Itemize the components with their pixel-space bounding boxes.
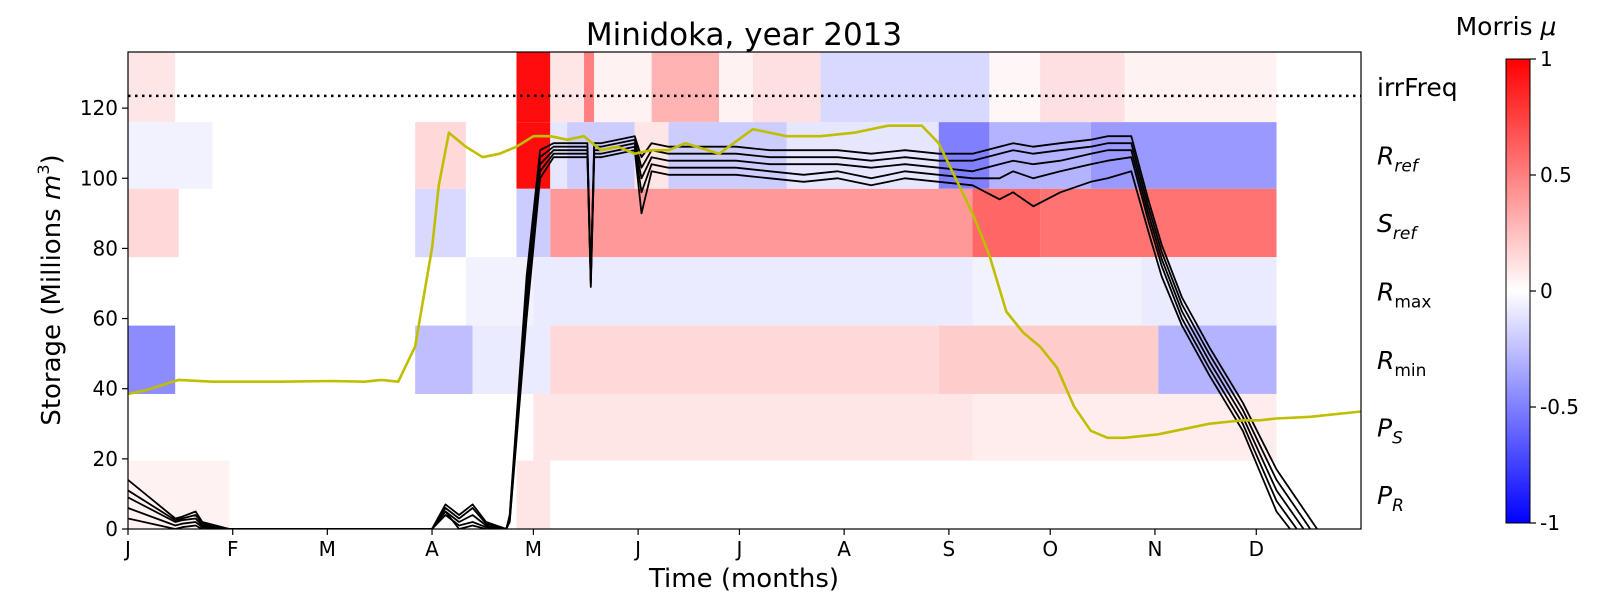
heatmap-cell-Rref	[989, 122, 1091, 189]
x-tick-label: F	[227, 537, 239, 561]
x-tick-label: A	[837, 537, 851, 561]
heatmap-cell-Rmax	[972, 257, 1142, 326]
heatmap-cell-Sref	[128, 188, 179, 258]
simulated-storage-line-2	[128, 145, 1298, 529]
colorbar-title-symbol: μ	[1540, 12, 1557, 41]
heatmap-cell-irrFreq	[651, 52, 720, 123]
y-axis-ticks: 0 20 40 60 80 100 120	[80, 96, 128, 541]
heatmap-cell-Rmin	[175, 325, 416, 394]
heatmap-cell-Rmin	[472, 325, 551, 394]
heatmap-cell-irrFreq	[175, 52, 517, 123]
heatmap-cell-Rref	[1090, 122, 1277, 189]
heatmap-cell-Rref	[516, 122, 551, 189]
heatmap-cell-Rmin	[415, 325, 473, 394]
heatmap-cell-irrFreq	[719, 52, 753, 123]
heatmap-cell-PS	[972, 393, 1277, 461]
heatmap-cell-irrFreq	[820, 52, 990, 123]
colorbar-title-text: Morris	[1456, 12, 1541, 41]
heatmap-cell-Rref	[786, 122, 939, 189]
param-label-PS: PS	[1377, 413, 1403, 448]
x-tick-label: M	[319, 537, 336, 561]
y-axis-label-sup: 3	[34, 164, 53, 174]
x-tick-label: S	[943, 537, 956, 561]
heatmap-cell-Sref	[550, 188, 973, 258]
simulated-storage-line-3	[128, 142, 1305, 529]
simulated-storage-line-4	[128, 138, 1312, 529]
y-axis-label: Storage (Millions m3)	[34, 154, 67, 425]
colorbar-ticks: 1 0.5 0 -0.5 -1	[1530, 47, 1579, 535]
colorbar	[1505, 58, 1531, 524]
x-tick-label: N	[1147, 537, 1162, 561]
observed-storage-trace	[128, 124, 1361, 440]
x-tick-label: J	[734, 537, 742, 561]
heatmap-cell-irrFreq	[128, 52, 176, 123]
heatmap-cell-Rref	[567, 122, 635, 189]
heatmap-cell-Rmax	[465, 257, 534, 326]
heatmap-cell-PS	[533, 393, 973, 461]
colorbar-tick-label: -0.5	[1540, 395, 1579, 419]
heatmap-cell-irrFreq	[1124, 52, 1277, 123]
x-axis-label: Time (months)	[648, 564, 839, 594]
x-tick-label: D	[1249, 537, 1264, 561]
heatmap-cell-Rmax	[533, 257, 973, 326]
heatmap-cell-Rmax	[1141, 257, 1277, 326]
heatmap-cell-Rmin	[550, 325, 939, 394]
y-tick-label: 20	[93, 447, 118, 471]
x-tick-label: O	[1042, 537, 1058, 561]
heatmap-cell-PR	[516, 460, 551, 529]
parameter-labels: irrFreq Rref Sref Rmax Rmin PS PR	[1377, 73, 1458, 516]
heatmap-cell-Rmin	[938, 325, 1159, 394]
y-tick-label: 80	[93, 236, 118, 260]
y-axis-label-close: )	[37, 154, 67, 164]
heatmap-cell-Sref	[415, 188, 466, 258]
y-axis-label-unit: m	[37, 175, 67, 200]
heatmap	[128, 52, 1277, 529]
colorbar-tick-label: 0.5	[1540, 163, 1572, 187]
heatmap-cell-Rref	[128, 122, 213, 189]
param-label-irrFreq: irrFreq	[1377, 73, 1458, 102]
colorbar-tick-label: -1	[1540, 511, 1560, 535]
param-label-Rmin: Rmin	[1377, 346, 1426, 381]
param-label-Sref: Sref	[1377, 209, 1419, 244]
chart-title: Minidoka, year 2013	[586, 17, 902, 53]
y-tick-label: 0	[105, 517, 118, 541]
colorbar-title: Morris μ	[1456, 12, 1557, 41]
param-label-Rmax: Rmax	[1377, 277, 1431, 312]
simulated-storage-line-1	[128, 149, 1291, 529]
x-tick-label: A	[425, 537, 439, 561]
heatmap-cell-irrFreq	[516, 52, 551, 123]
y-tick-label: 40	[93, 377, 118, 401]
heatmap-cell-irrFreq	[989, 52, 1041, 123]
plot-frame	[127, 51, 1362, 530]
y-tick-label: 120	[80, 96, 118, 120]
y-tick-label: 60	[93, 307, 118, 331]
observed-storage-line	[128, 124, 1361, 440]
y-tick-label: 100	[80, 166, 118, 190]
heatmap-cell-irrFreq	[594, 52, 652, 123]
heatmap-cell-irrFreq	[550, 52, 585, 123]
y-axis-label-main: Storage (Millions	[37, 200, 67, 426]
x-tick-label: J	[123, 537, 131, 561]
heatmap-cell-irrFreq	[752, 52, 821, 123]
x-tick-label: M	[525, 537, 542, 561]
param-label-Rref: Rref	[1377, 141, 1421, 176]
heatmap-cell-irrFreq	[584, 52, 595, 123]
heatmap-cell-Sref	[972, 188, 1041, 258]
colorbar-tick-label: 1	[1540, 47, 1553, 71]
x-tick-label: J	[633, 537, 641, 561]
param-label-PR: PR	[1377, 481, 1404, 516]
colorbar-tick-label: 0	[1540, 279, 1553, 303]
heatmap-cell-irrFreq	[1040, 52, 1125, 123]
